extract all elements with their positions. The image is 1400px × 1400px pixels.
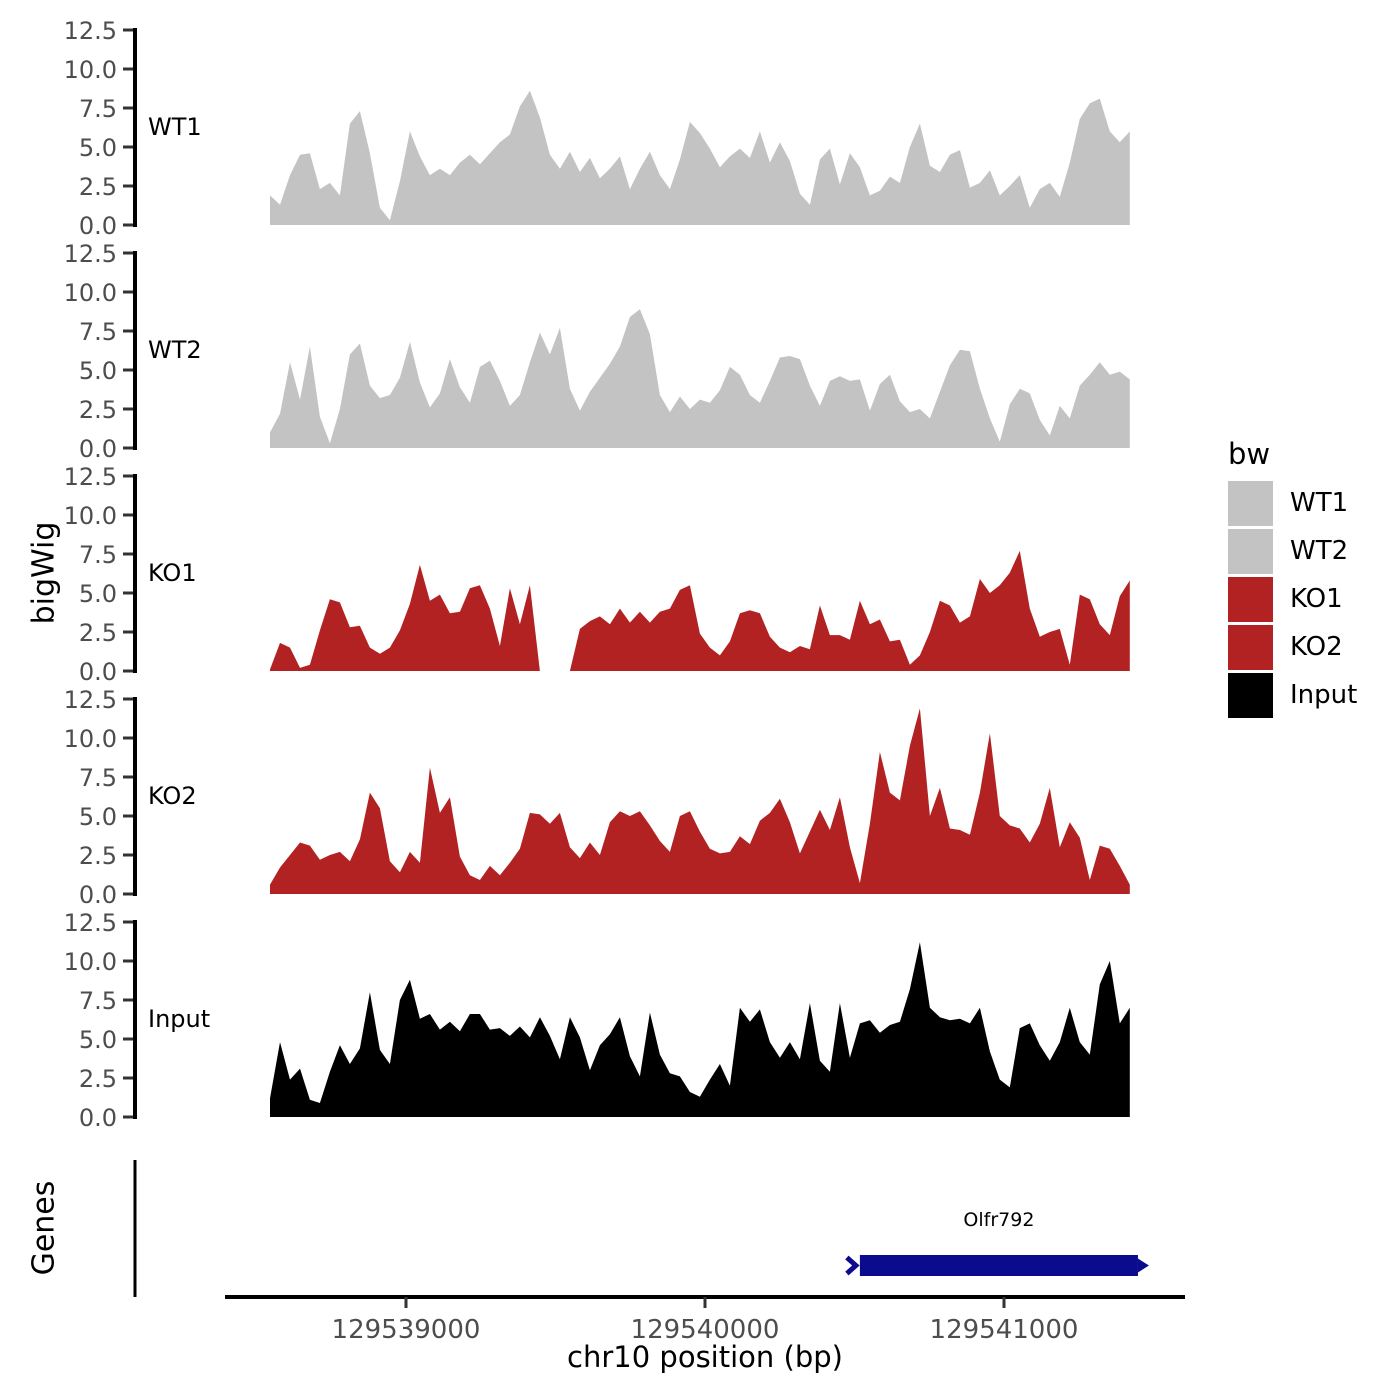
legend-label-wt1: WT1: [1290, 488, 1349, 518]
legend-swatch-wt2: [1228, 528, 1273, 574]
y-tick-label: 0.0: [79, 212, 117, 240]
y-tick-label: 5.0: [79, 580, 117, 608]
y-axis-title-bigwig: bigWig: [26, 521, 62, 625]
y-tick-label: 5.0: [79, 357, 117, 385]
legend-title: bw: [1228, 437, 1271, 471]
legend-item-wt2: WT2: [1228, 527, 1357, 575]
legend: bw WT1 WT2 KO1 KO2 Input: [1228, 437, 1357, 719]
y-tick-label: 0.0: [79, 1104, 117, 1132]
y-tick-label: 12.5: [64, 463, 117, 491]
y-tick-label: 12.5: [64, 17, 117, 45]
y-tick-label: 5.0: [79, 803, 117, 831]
y-tick-label: 10.0: [64, 279, 117, 307]
x-tick-label: 129541000: [930, 1315, 1079, 1345]
area-wt1: [270, 90, 1130, 225]
y-tick-label: 7.5: [79, 95, 117, 123]
track-label-wt1: WT1: [148, 113, 202, 141]
legend-label-ko2: KO2: [1290, 632, 1343, 662]
y-tick-label: 2.5: [79, 173, 117, 201]
area-ko1: [270, 550, 1130, 671]
y-tick-label: 2.5: [79, 1065, 117, 1093]
legend-item-ko2: KO2: [1228, 623, 1357, 671]
x-axis-title: chr10 position (bp): [567, 1340, 843, 1374]
track-label-ko1: KO1: [148, 559, 197, 587]
y-tick-label: 7.5: [79, 764, 117, 792]
y-tick-label: 10.0: [64, 56, 117, 84]
y-tick-label: 2.5: [79, 842, 117, 870]
legend-swatch-ko2: [1228, 624, 1273, 670]
track-label-input: Input: [148, 1005, 211, 1033]
legend-label-ko1: KO1: [1290, 584, 1343, 614]
y-tick-label: 10.0: [64, 948, 117, 976]
area-wt2: [270, 309, 1130, 448]
y-axis-title-genes: Genes: [26, 1180, 62, 1276]
legend-swatch-ko1: [1228, 576, 1273, 622]
area-ko2: [270, 708, 1130, 894]
y-tick-label: 10.0: [64, 502, 117, 530]
y-tick-label: 7.5: [79, 541, 117, 569]
y-tick-label: 7.5: [79, 987, 117, 1015]
y-tick-label: 12.5: [64, 909, 117, 937]
legend-swatch-wt1: [1228, 480, 1273, 526]
y-tick-label: 5.0: [79, 134, 117, 162]
legend-item-ko1: KO1: [1228, 575, 1357, 623]
x-tick-label: 129539000: [332, 1315, 481, 1345]
legend-item-wt1: WT1: [1228, 479, 1357, 527]
y-tick-label: 12.5: [64, 240, 117, 268]
x-tick-label: 129540000: [631, 1315, 780, 1345]
y-tick-label: 12.5: [64, 686, 117, 714]
y-tick-label: 0.0: [79, 435, 117, 463]
y-tick-label: 10.0: [64, 725, 117, 753]
gene-label: Olfr792: [963, 1209, 1034, 1231]
y-tick-label: 2.5: [79, 396, 117, 424]
y-tick-label: 2.5: [79, 619, 117, 647]
y-tick-label: 5.0: [79, 1026, 117, 1054]
y-tick-label: 0.0: [79, 658, 117, 686]
track-label-wt2: WT2: [148, 336, 202, 364]
legend-label-input: Input: [1290, 680, 1358, 710]
legend-item-input: Input: [1228, 671, 1357, 719]
legend-swatch-input: [1228, 672, 1273, 718]
y-tick-label: 0.0: [79, 881, 117, 909]
y-tick-label: 7.5: [79, 318, 117, 346]
gene-body: [859, 1255, 1138, 1276]
area-input: [270, 942, 1130, 1117]
gene-arrowhead-icon: [1137, 1258, 1149, 1273]
legend-label-wt2: WT2: [1290, 536, 1349, 566]
track-label-ko2: KO2: [148, 782, 197, 810]
gene-strand-chevron-icon: [845, 1255, 860, 1276]
